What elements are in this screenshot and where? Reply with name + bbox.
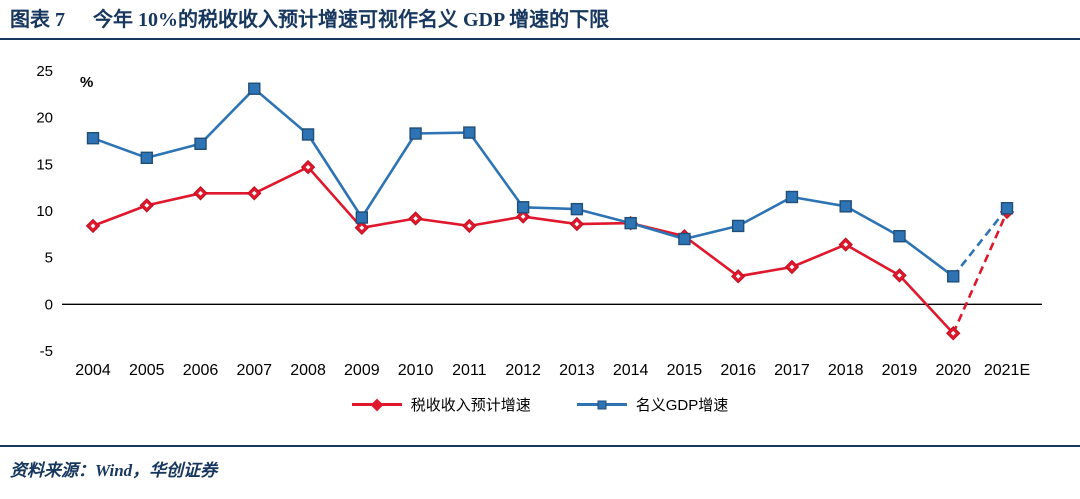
- svg-text:2005: 2005: [129, 362, 165, 379]
- footer-divider: [0, 445, 1080, 447]
- legend-item-tax-revenue: 税收收入预计增速: [351, 394, 531, 415]
- legend-label-nominal-gdp: 名义GDP增速: [635, 397, 729, 414]
- svg-text:2004: 2004: [75, 362, 111, 379]
- svg-text:25: 25: [36, 63, 53, 80]
- title-divider: [0, 38, 1080, 40]
- svg-text:2011: 2011: [452, 362, 487, 379]
- svg-text:2013: 2013: [559, 362, 595, 379]
- svg-text:2008: 2008: [290, 362, 326, 379]
- svg-text:2020: 2020: [935, 362, 971, 379]
- svg-text:-5: -5: [40, 343, 53, 360]
- svg-text:2007: 2007: [236, 362, 272, 379]
- chart-legend: 税收收入预计增速 名义GDP增速: [0, 394, 1080, 415]
- legend-label-tax-revenue: 税收收入预计增速: [410, 397, 531, 414]
- source-note: 资料来源：Wind，华创证券: [10, 461, 218, 480]
- svg-text:2010: 2010: [398, 362, 434, 379]
- chart-area: -5 0 5 10 15 20 25% 2004 2005 2006 2007 2008 2009 201…: [0, 47, 1080, 385]
- svg-text:2015: 2015: [667, 362, 703, 379]
- svg-text:20: 20: [36, 110, 53, 127]
- svg-text:%: %: [80, 74, 93, 91]
- svg-text:2018: 2018: [828, 362, 864, 379]
- svg-text:15: 15: [36, 156, 53, 173]
- figure-title: 今年 10%的税收收入预计增速可视作名义 GDP 增速的下限: [93, 9, 610, 31]
- legend-item-nominal-gdp: 名义GDP增速: [576, 394, 729, 415]
- line-chart: -5 0 5 10 15 20 25% 2004 2005 2006 2007 2008 2009 201…: [36, 63, 1042, 379]
- legend-diamond-marker-icon: [351, 398, 402, 411]
- legend-square-marker-icon: [576, 400, 627, 409]
- svg-text:2017: 2017: [774, 362, 810, 379]
- svg-text:5: 5: [45, 250, 53, 267]
- svg-text:2016: 2016: [720, 362, 756, 379]
- svg-text:2006: 2006: [183, 362, 219, 379]
- figure-header: 图表 7 今年 10%的税收收入预计增速可视作名义 GDP 增速的下限: [0, 0, 1080, 33]
- svg-text:2012: 2012: [505, 362, 541, 379]
- figure-number-label: 图表 7: [10, 9, 65, 31]
- svg-text:2019: 2019: [882, 362, 918, 379]
- svg-text:0: 0: [45, 296, 53, 313]
- svg-text:2009: 2009: [344, 362, 380, 379]
- svg-text:2014: 2014: [613, 362, 649, 379]
- svg-text:10: 10: [36, 203, 53, 220]
- svg-text:2021E: 2021E: [984, 362, 1030, 379]
